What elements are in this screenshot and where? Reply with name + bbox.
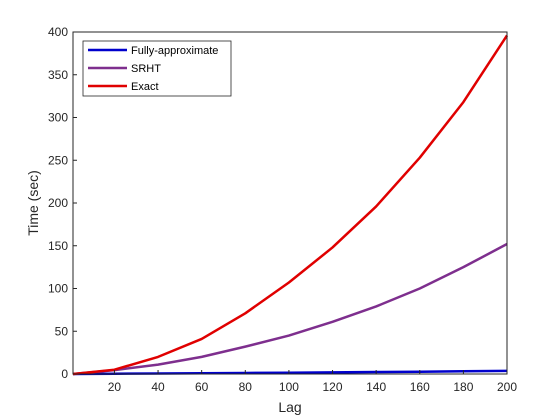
x-tick-label: 80 <box>239 380 253 394</box>
series-line-srht <box>72 242 508 376</box>
y-axis-label: Time (sec) <box>25 170 41 236</box>
x-tick-label: 40 <box>151 380 165 394</box>
x-tick-label: 20 <box>108 380 122 394</box>
x-tick-label: 140 <box>366 380 386 394</box>
x-axis-ticks: 20 40 60 80 100 120 140 160 180 200 <box>108 370 517 394</box>
y-axis-ticks: 0 50 100 150 200 250 300 350 400 <box>48 25 77 381</box>
x-tick-label: 160 <box>410 380 430 394</box>
legend-label-exact: Exact <box>131 81 159 93</box>
series-line-exact <box>72 34 509 376</box>
y-tick-label: 250 <box>48 153 68 167</box>
x-tick-label: 60 <box>195 380 209 394</box>
y-tick-label: 150 <box>48 239 68 253</box>
y-tick-label: 100 <box>48 282 68 296</box>
y-tick-label: 300 <box>48 111 68 125</box>
y-tick-label: 400 <box>48 25 68 39</box>
legend-label-srht: SRHT <box>131 63 161 75</box>
x-axis-label: Lag <box>278 399 301 415</box>
x-tick-label: 200 <box>497 380 517 394</box>
y-tick-label: 200 <box>48 196 68 210</box>
x-tick-label: 120 <box>323 380 343 394</box>
y-tick-label: 350 <box>48 68 68 82</box>
legend-label-fully-approximate: Fully-approximate <box>131 45 218 57</box>
x-tick-label: 100 <box>279 380 299 394</box>
x-tick-label: 180 <box>453 380 473 394</box>
y-tick-label: 0 <box>61 367 68 381</box>
y-tick-label: 50 <box>55 324 69 338</box>
legend: Fully-approximate SRHT Exact <box>82 40 232 97</box>
